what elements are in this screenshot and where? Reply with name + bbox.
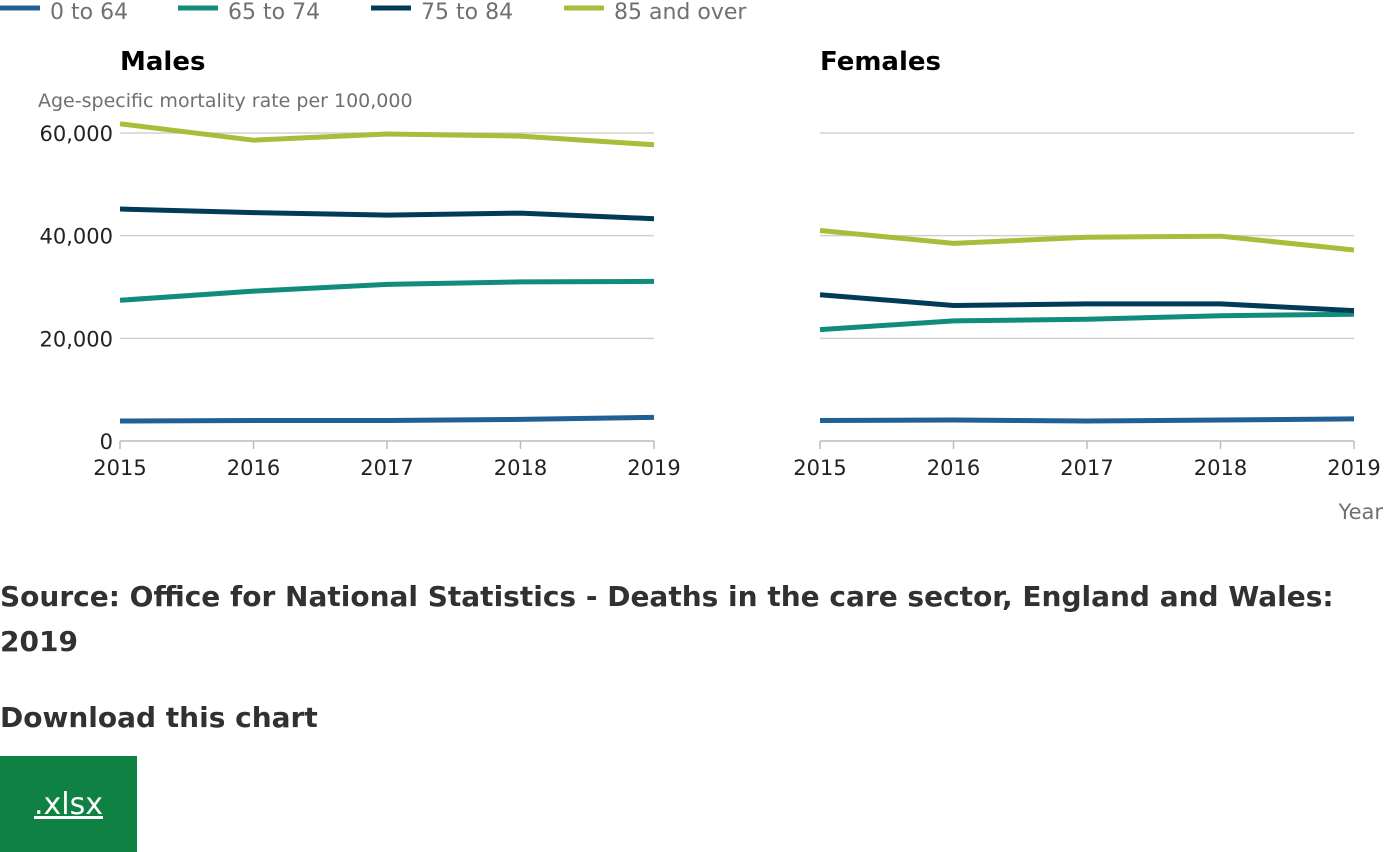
- legend-item-65-to-74: 65 to 74: [178, 0, 320, 25]
- legend-item-75-to-84: 75 to 84: [371, 0, 513, 25]
- series-line-males-75-to-84: [119, 206, 655, 222]
- series-line-females-75-to-84: [819, 292, 1355, 314]
- series-line-females-0-to-64: [819, 416, 1355, 424]
- x-tick-label-males-2016: 2016: [227, 456, 280, 480]
- legend-label-0-to-64: 0 to 64: [50, 0, 128, 25]
- x-tick-label-females-2015: 2015: [793, 456, 846, 480]
- chart-panels: Males 0 20,000 40,000 60,000 2015 2016 2017 2018…: [40, 47, 1381, 480]
- panel-title-males: Males: [120, 47, 205, 77]
- mortality-rate-chart: 0 to 64 65 to 74 75 to 84 85 and over Age-s…: [0, 0, 1384, 524]
- legend-item-0-to-64: 0 to 64: [0, 0, 128, 25]
- y-tick-label-20-000: 20,000: [40, 327, 113, 351]
- y-axis-label: Age-specific mortality rate per 100,000: [38, 90, 413, 112]
- panel-females: Females 2015 2016 2017 2018 2019: [793, 47, 1380, 480]
- x-tick-label-females-2017: 2017: [1060, 456, 1113, 480]
- x-tick-label-males-2018: 2018: [494, 456, 547, 480]
- series-line-males-65-to-74: [119, 278, 655, 303]
- download-heading: Download this chart: [0, 701, 318, 734]
- x-tick-label-males-2015: 2015: [93, 456, 146, 480]
- y-tick-label-40-000: 40,000: [40, 225, 113, 249]
- y-tick-label-0: 0: [100, 430, 113, 454]
- legend-item-85-and-over: 85 and over: [564, 0, 747, 25]
- x-tick-label-females-2016: 2016: [927, 456, 980, 480]
- x-tick-label-males-2017: 2017: [360, 456, 413, 480]
- series-line-females-85-and-over: [819, 228, 1355, 253]
- panel-males: Males 0 20,000 40,000 60,000 2015 2016 2017 2018…: [40, 47, 681, 480]
- series-line-males-0-to-64: [119, 414, 655, 424]
- x-tick-label-females-2019: 2019: [1327, 456, 1380, 480]
- x-tick-label-males-2019: 2019: [627, 456, 680, 480]
- download-xlsx-button[interactable]: .xlsx: [0, 756, 137, 852]
- source-citation: Source: Office for National Statistics -…: [0, 580, 1334, 658]
- series-line-females-65-to-74: [819, 311, 1355, 333]
- legend-label-75-to-84: 75 to 84: [421, 0, 513, 25]
- legend-label-65-to-74: 65 to 74: [228, 0, 320, 25]
- legend-label-85-and-over: 85 and over: [614, 0, 747, 25]
- panel-title-females: Females: [820, 47, 941, 77]
- series-line-males-85-and-over: [119, 121, 655, 148]
- chart-legend: 0 to 64 65 to 74 75 to 84 85 and over: [0, 0, 747, 25]
- x-tick-label-females-2018: 2018: [1194, 456, 1247, 480]
- y-tick-label-60-000: 60,000: [40, 122, 113, 146]
- x-axis-label: Year: [1338, 500, 1384, 524]
- download-xlsx-label: .xlsx: [33, 786, 103, 822]
